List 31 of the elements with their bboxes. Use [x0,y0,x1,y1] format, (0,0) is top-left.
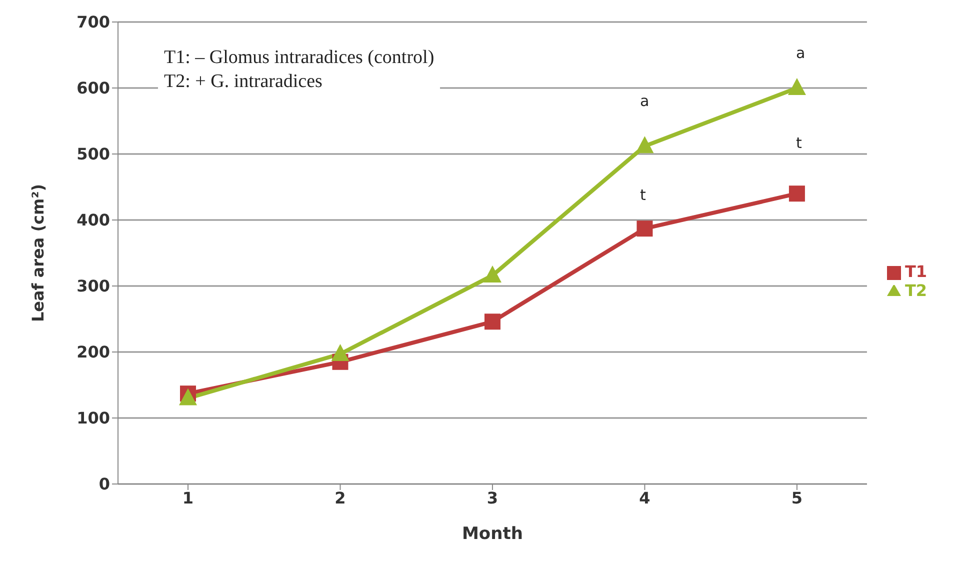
annotation: T1: – Glomus intraradices (control) [164,46,434,70]
annotation: t [640,186,646,204]
annotation: a [640,92,650,110]
point [788,186,805,202]
x-tick-label: 1 [182,488,194,508]
point [484,314,500,330]
annotation: a [796,44,806,62]
annotation: T2: + G. intraradices [164,70,324,94]
y-axis-title: Leaf area (cm²) [28,184,48,322]
annotation: t [796,134,802,152]
y-tick-label: 200 [76,342,110,362]
x-tick-label: 3 [486,488,498,508]
point [331,344,350,361]
y-tick-label: 300 [76,276,110,296]
legend-label: T2 [904,281,927,300]
y-tick-label: 600 [76,78,110,98]
point [636,136,654,154]
y-tick-label: 100 [76,408,110,428]
y-tick-label: 400 [76,210,110,230]
x-tick-label: 4 [639,488,650,508]
point [483,265,502,282]
x-tick-label: 5 [791,488,803,508]
x-tick-label: 2 [334,488,346,508]
legend-label: T1 [904,262,927,281]
point [636,220,653,237]
point [788,78,806,95]
point [179,388,197,406]
y-tick-label: 0 [98,474,110,494]
y-tick-label: 700 [76,12,110,32]
y-tick-label: 500 [76,144,110,164]
x-axis-title: Month [462,524,523,544]
